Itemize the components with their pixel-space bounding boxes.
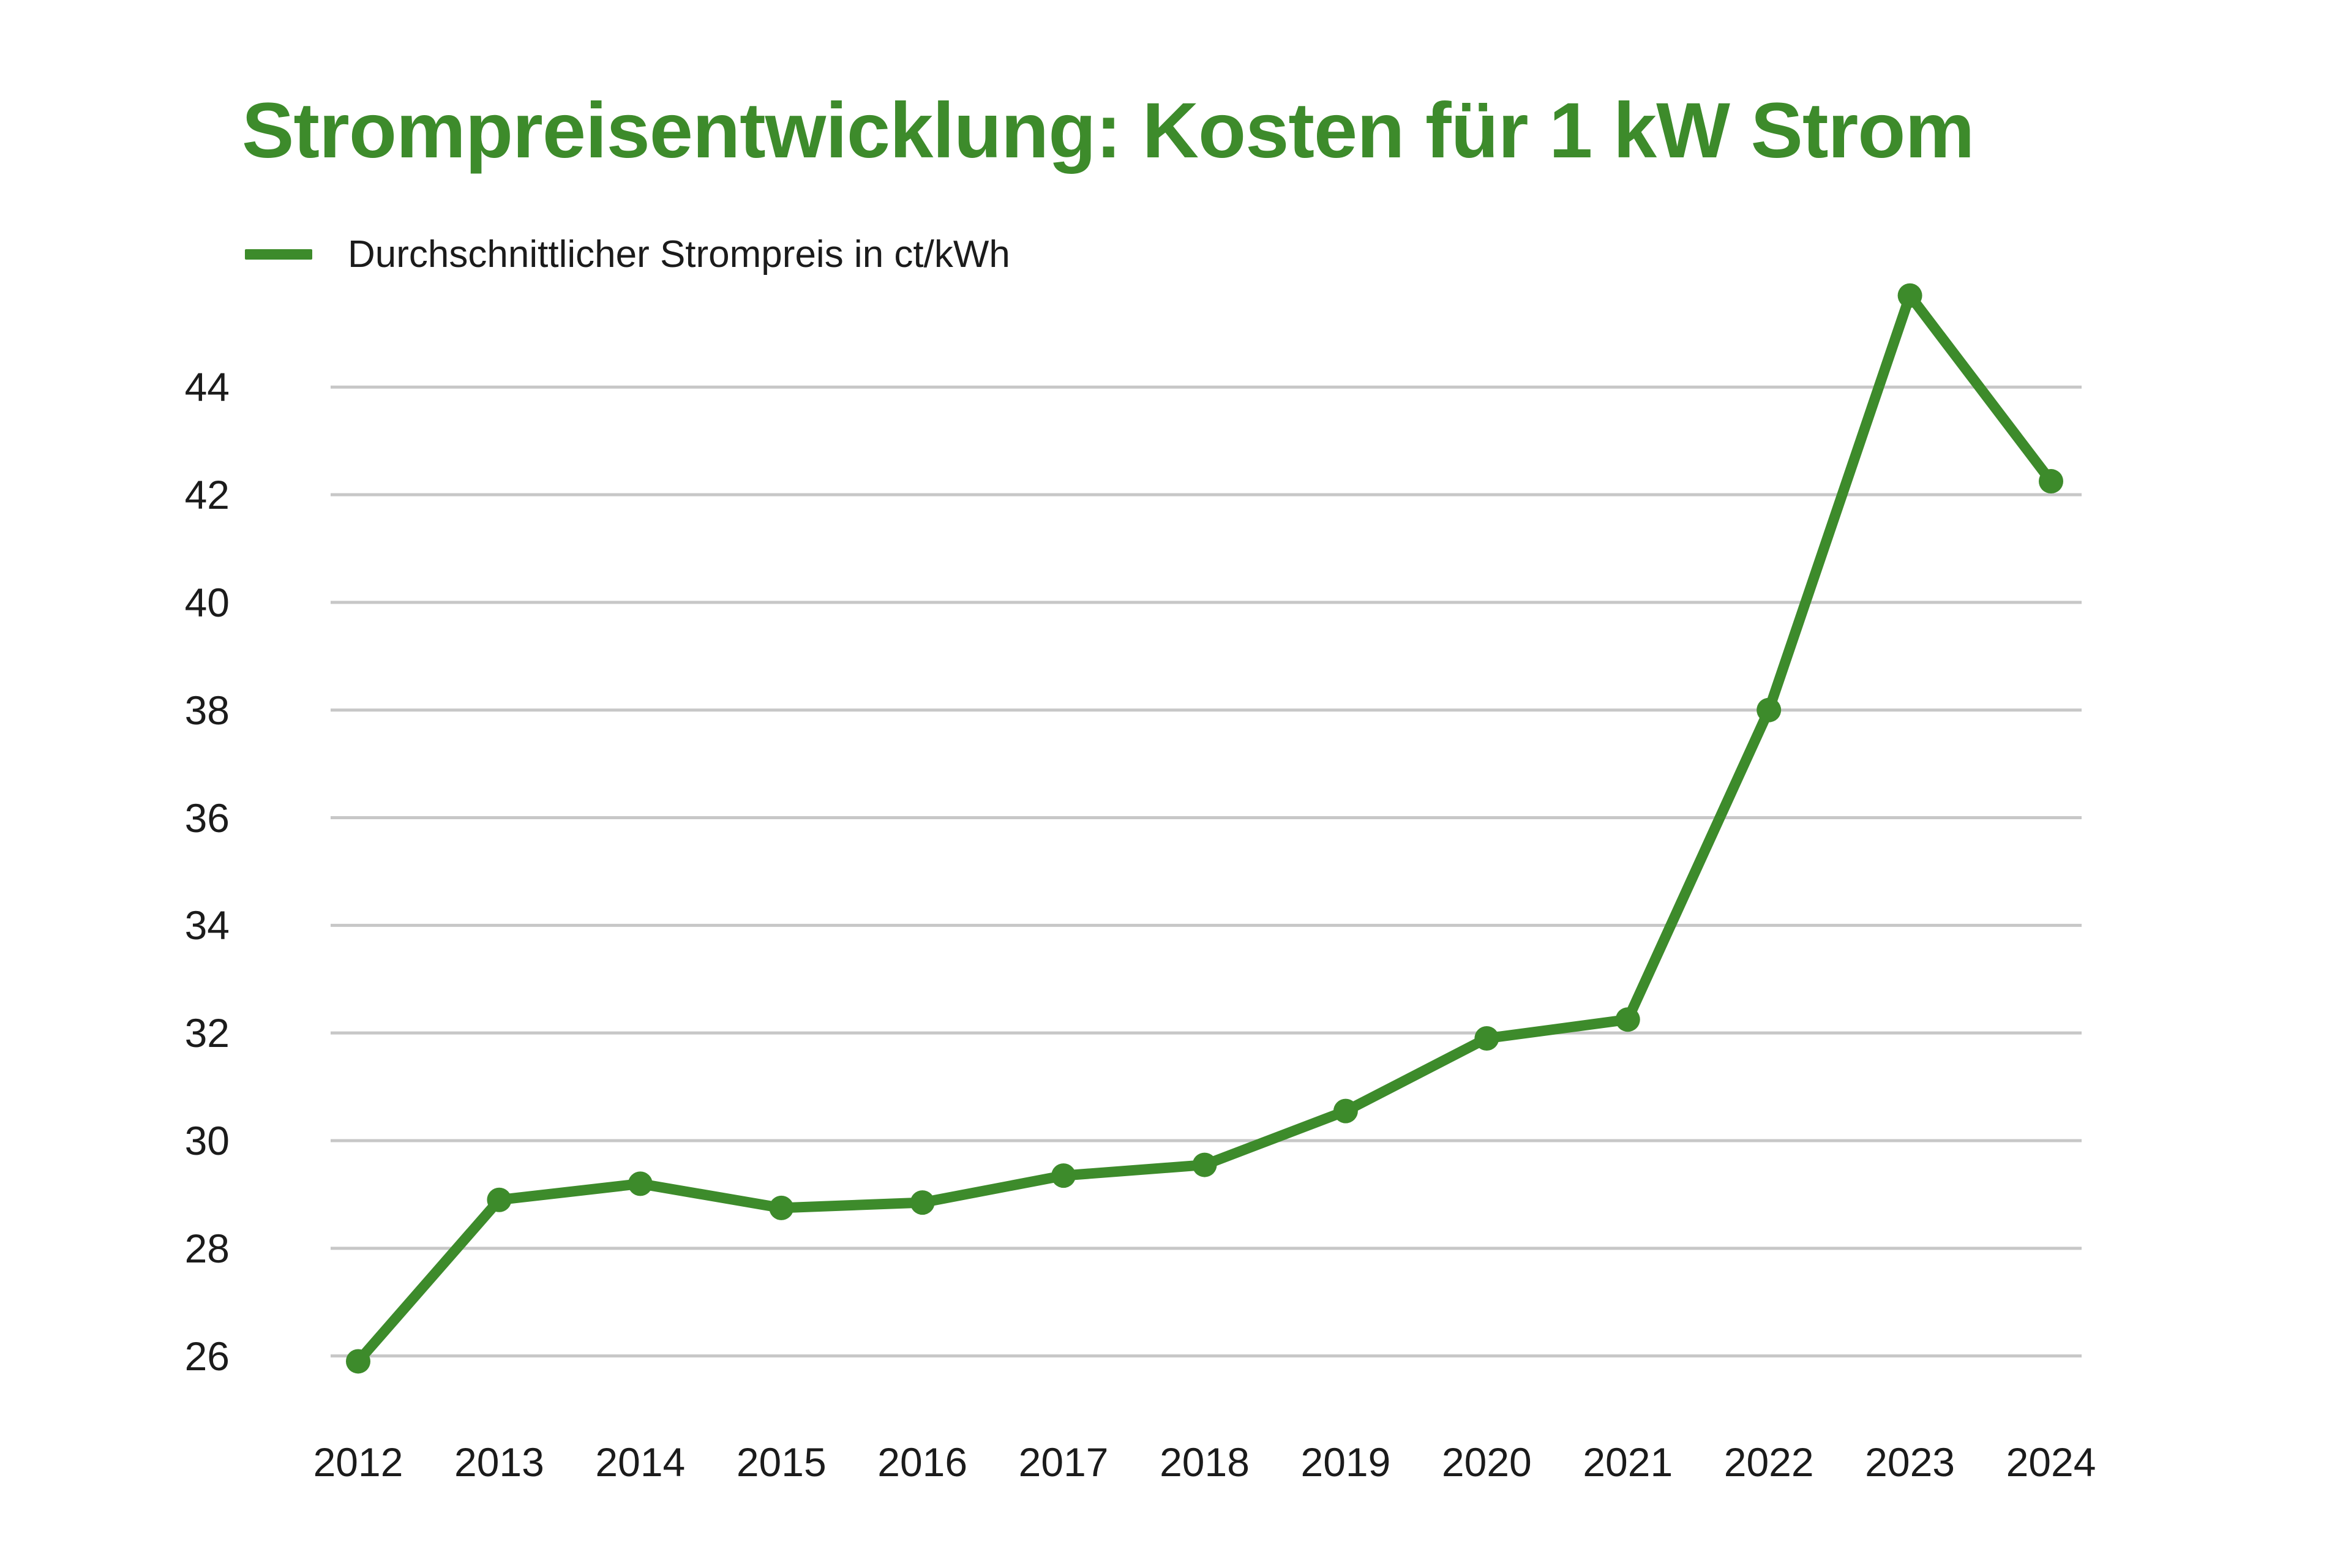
series-line bbox=[353, 290, 2057, 1367]
x-axis-tick-label: 2023 bbox=[1865, 1439, 1955, 1485]
x-axis-tick-label: 2017 bbox=[1018, 1439, 1109, 1485]
y-axis-tick-label: 40 bbox=[184, 579, 230, 625]
x-axis-tick-label: 2020 bbox=[1441, 1439, 1532, 1485]
x-axis-tick-label: 2021 bbox=[1583, 1439, 1673, 1485]
x-axis-tick-label: 2024 bbox=[2006, 1439, 2096, 1485]
y-axis-tick-label: 28 bbox=[184, 1225, 230, 1271]
x-axis-tick-label: 2016 bbox=[877, 1439, 968, 1485]
data-point-marker[interactable] bbox=[910, 1190, 935, 1215]
chart-title: Strompreisentwicklung: Kosten für 1 kW S… bbox=[242, 87, 1974, 174]
y-axis-tick-label: 26 bbox=[184, 1333, 230, 1379]
x-axis-tick-label: 2022 bbox=[1723, 1439, 1814, 1485]
x-axis-tick-label: 2013 bbox=[454, 1439, 544, 1485]
data-point-marker[interactable] bbox=[2039, 469, 2063, 494]
data-point-marker[interactable] bbox=[769, 1195, 794, 1220]
y-axis-tick-label: 36 bbox=[184, 795, 230, 841]
x-axis-tick-label: 2012 bbox=[313, 1439, 403, 1485]
y-axis-tick-label: 30 bbox=[184, 1118, 230, 1163]
series-group bbox=[346, 283, 2063, 1374]
data-point-marker[interactable] bbox=[1474, 1026, 1499, 1051]
x-axis-tick-label: 2018 bbox=[1160, 1439, 1250, 1485]
x-axis-tick-label: 2019 bbox=[1300, 1439, 1391, 1485]
y-axis-tick-label: 44 bbox=[184, 364, 230, 410]
data-point-marker[interactable] bbox=[487, 1187, 512, 1212]
legend-entry-label: Durchschnittlicher Strompreis in ct/kWh bbox=[348, 233, 1010, 276]
x-axis-tick-label: 2014 bbox=[595, 1439, 686, 1485]
data-point-marker[interactable] bbox=[1051, 1163, 1076, 1188]
data-point-marker[interactable] bbox=[628, 1171, 653, 1196]
chart-legend: Durchschnittlicher Strompreis in ct/kWh bbox=[245, 233, 1010, 276]
legend-color-swatch bbox=[245, 249, 312, 260]
data-point-marker[interactable] bbox=[1192, 1152, 1217, 1177]
y-axis-tick-label: 34 bbox=[184, 902, 230, 948]
data-point-marker[interactable] bbox=[1757, 697, 1782, 722]
y-axis-tick-label: 32 bbox=[184, 1010, 230, 1056]
data-point-marker[interactable] bbox=[346, 1349, 370, 1374]
data-point-marker[interactable] bbox=[1333, 1098, 1358, 1123]
y-axis-tick-label: 38 bbox=[184, 687, 230, 733]
y-axis-tick-label: 42 bbox=[184, 472, 230, 518]
gridlines-group bbox=[331, 385, 2082, 1358]
data-point-marker[interactable] bbox=[1897, 283, 1922, 308]
data-point-marker[interactable] bbox=[1615, 1007, 1640, 1032]
x-axis-tick-label: 2015 bbox=[736, 1439, 827, 1485]
